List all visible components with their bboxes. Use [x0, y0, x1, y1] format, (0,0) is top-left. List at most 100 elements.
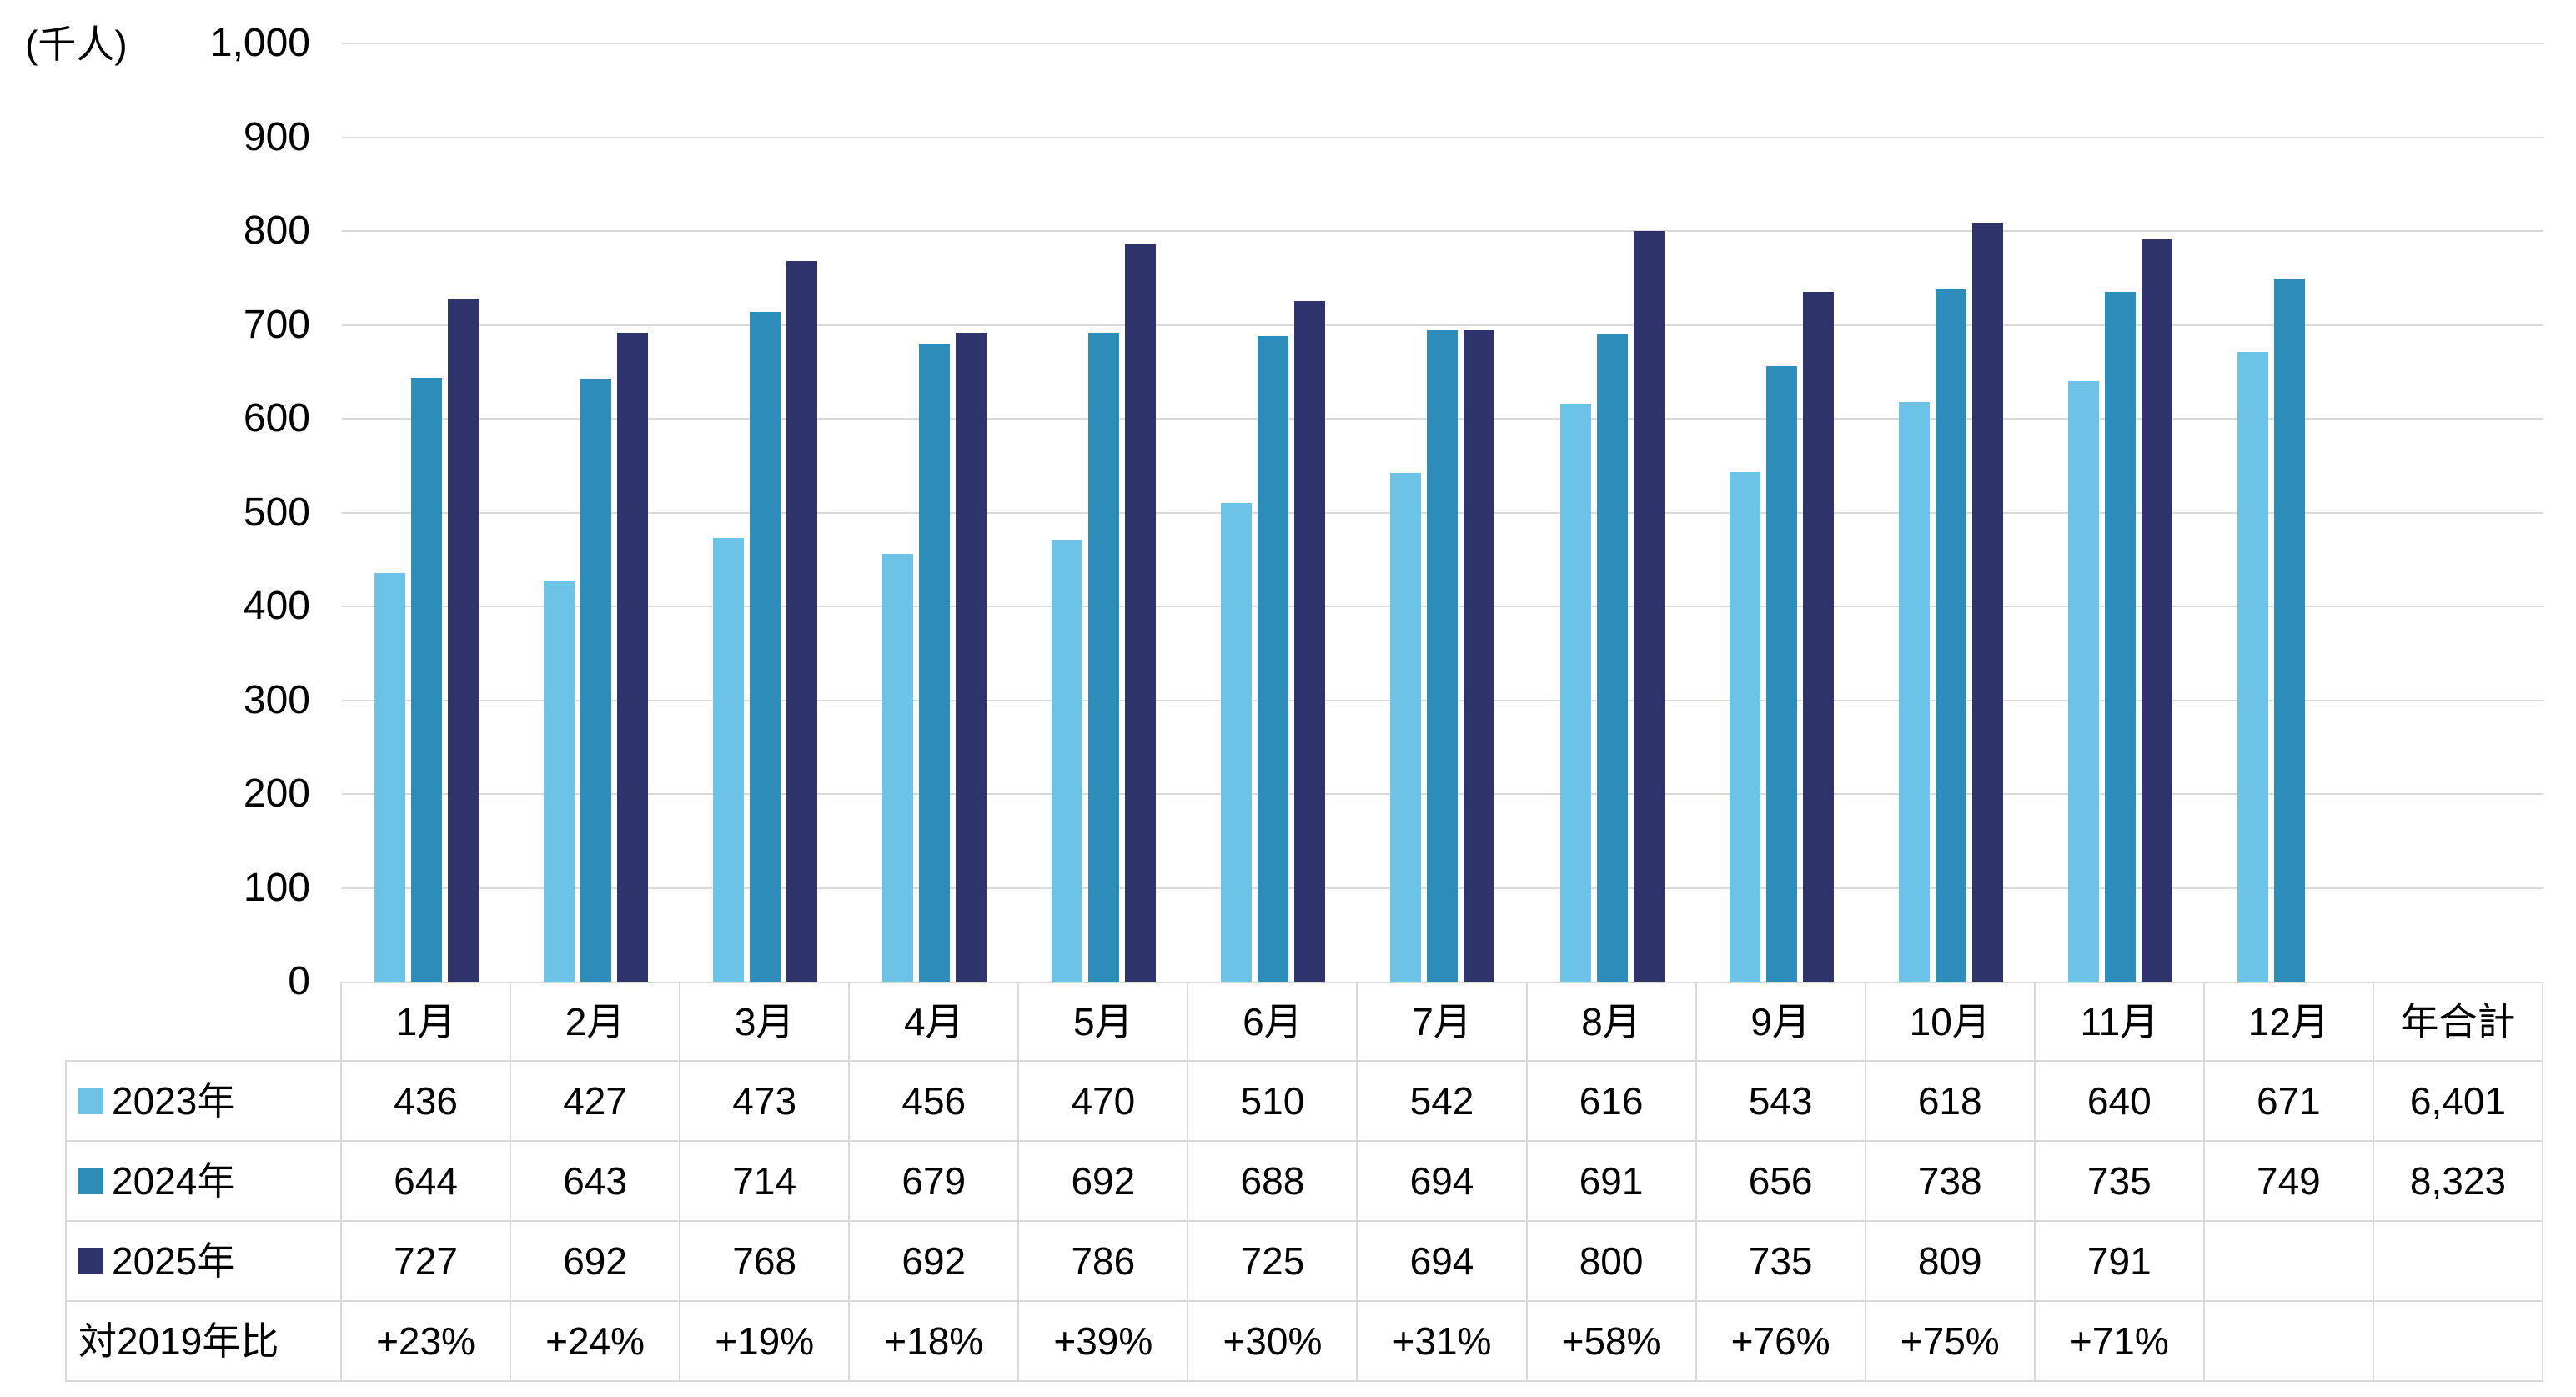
table-cell: [2373, 1222, 2543, 1302]
bar-2024年-4月: [919, 344, 951, 982]
table-header-cell: 10月: [1865, 982, 2036, 1062]
table-row-label: 2023年: [112, 1079, 236, 1123]
table-cell: 791: [2035, 1222, 2205, 1302]
table-cell: 640: [2035, 1062, 2205, 1142]
table-header-cell: 3月: [680, 982, 851, 1062]
bar-2023年-7月: [1390, 473, 1422, 982]
table-cell: 809: [1865, 1222, 2036, 1302]
bar-2025年-2月: [617, 332, 649, 982]
table-cell: +58%: [1527, 1302, 1697, 1382]
table-cell: [2373, 1302, 2543, 1382]
bar-2023年-11月: [2067, 381, 2099, 982]
table-cell: 6,401: [2373, 1062, 2543, 1142]
table-cell: 542: [1358, 1062, 1528, 1142]
table-cell: +71%: [2035, 1302, 2205, 1382]
table-header-cell: 5月: [1019, 982, 1189, 1062]
y-axis-tick-label: 200: [243, 771, 310, 816]
bar-group-9月: [1697, 43, 1866, 982]
y-axis-tick-label: 800: [243, 209, 310, 253]
y-axis-tick-label: 500: [243, 490, 310, 535]
legend-swatch-2024年: [78, 1168, 103, 1194]
bar-2024年-11月: [2104, 292, 2136, 982]
table-header-cell: 4月: [850, 982, 1020, 1062]
bar-2024年-2月: [580, 378, 612, 982]
table-cell: 543: [1696, 1062, 1866, 1142]
table-cell: 643: [511, 1142, 681, 1222]
table-cell: 436: [342, 1062, 512, 1142]
table-cell: 749: [2204, 1142, 2374, 1222]
table-cell: 618: [1865, 1062, 2036, 1142]
bar-group-8月: [1528, 43, 1697, 982]
table-header-cell: 12月: [2204, 982, 2374, 1062]
bar-2024年-10月: [1935, 289, 1966, 982]
table-cell: 688: [1188, 1142, 1358, 1222]
table-cell: +39%: [1019, 1302, 1189, 1382]
bar-group-2月: [511, 43, 680, 982]
table-cell: [2204, 1302, 2374, 1382]
table-cell: 714: [680, 1142, 851, 1222]
bar-2025年-8月: [1633, 231, 1665, 982]
bar-2024年-5月: [1088, 332, 1120, 982]
gridline: [342, 136, 2543, 138]
bar-2025年-9月: [1802, 292, 1834, 982]
table-cell: 694: [1358, 1222, 1528, 1302]
bar-2023年-2月: [544, 580, 575, 982]
table-cell: 456: [850, 1062, 1020, 1142]
bar-2023年-8月: [1559, 404, 1591, 982]
table-cell: 692: [850, 1222, 1020, 1302]
table-header-cell: 1月: [342, 982, 512, 1062]
gridline: [342, 324, 2543, 326]
table-cell: +30%: [1188, 1302, 1358, 1382]
table-cell: +31%: [1358, 1302, 1528, 1382]
bar-2023年-1月: [374, 572, 406, 982]
bar-group-11月: [2036, 43, 2205, 982]
table-cell: +23%: [342, 1302, 512, 1382]
bar-2025年-3月: [786, 261, 818, 982]
y-axis-tick-label: 400: [243, 584, 310, 628]
bar-2024年-12月: [2273, 279, 2305, 982]
bar-2025年-10月: [1971, 222, 2003, 982]
table-header-cell: 2月: [511, 982, 681, 1062]
table-cell: +75%: [1865, 1302, 2036, 1382]
y-axis: 0 100 200 300 400 500 600 700 800 900 1,000: [0, 23, 310, 1002]
bar-group-1月: [342, 43, 511, 982]
bar-2023年-12月: [2237, 352, 2268, 982]
table-row-header: 2024年: [65, 1142, 342, 1222]
bar-2025年-7月: [1464, 330, 1495, 982]
bar-group-7月: [1358, 43, 1527, 982]
bar-group-6月: [1188, 43, 1358, 982]
table-header-cell: 6月: [1188, 982, 1358, 1062]
table-cell: 725: [1188, 1222, 1358, 1302]
y-axis-tick-label: 300: [243, 677, 310, 722]
bar-2023年-9月: [1729, 472, 1760, 982]
table-cell: +76%: [1696, 1302, 1866, 1382]
table-cell: 8,323: [2373, 1142, 2543, 1222]
table-cell: 727: [342, 1222, 512, 1302]
table-cell: 738: [1865, 1142, 2036, 1222]
plot-area: [342, 43, 2543, 982]
table-header-cell: 11月: [2035, 982, 2205, 1062]
bar-2024年-7月: [1427, 330, 1459, 982]
table-cell: 671: [2204, 1062, 2374, 1142]
bar-2023年-3月: [713, 537, 745, 982]
table-cell: 735: [2035, 1142, 2205, 1222]
table-row-label: 2024年: [112, 1159, 236, 1203]
bar-2024年-1月: [411, 377, 443, 982]
bar-2023年-4月: [882, 554, 914, 982]
y-axis-tick-label: 100: [243, 865, 310, 910]
y-axis-tick-label: 900: [243, 114, 310, 159]
bar-2024年-6月: [1258, 336, 1289, 982]
table-cell: 644: [342, 1142, 512, 1222]
bar-group-total: [2374, 43, 2543, 982]
y-axis-tick-label: 0: [288, 959, 310, 1003]
table-cell: 800: [1527, 1222, 1697, 1302]
y-axis-unit-label: (千人): [25, 23, 128, 66]
table-cell: 510: [1188, 1062, 1358, 1142]
table-cell: 679: [850, 1142, 1020, 1222]
bar-2025年-11月: [2141, 239, 2172, 982]
bar-2023年-10月: [1898, 401, 1930, 982]
table-cell: 735: [1696, 1222, 1866, 1302]
legend-swatch-2023年: [78, 1088, 103, 1114]
table-cell: 694: [1358, 1142, 1528, 1222]
